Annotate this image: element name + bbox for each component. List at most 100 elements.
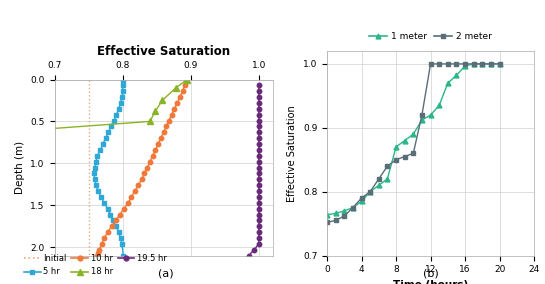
1 meter [384,177,391,181]
10 hr [152,148,159,152]
10 hr [98,242,105,246]
1 meter [341,209,348,212]
5 hr [93,160,99,163]
5 hr [97,148,104,152]
Line: 19.5 hr: 19.5 hr [246,83,261,258]
1 meter [401,139,408,142]
5 hr [92,166,98,169]
19.5 hr [256,137,262,140]
Line: 5 hr: 5 hr [92,77,125,258]
19.5 hr [256,107,262,110]
18 hr [184,78,191,81]
2 meter [384,164,391,168]
19.5 hr [256,219,262,222]
Title: Effective Saturation: Effective Saturation [97,45,230,58]
19.5 hr [256,148,262,152]
5 hr [91,172,98,175]
2 meter [324,221,330,224]
2 meter [358,196,365,200]
10 hr [181,84,188,87]
1 meter [376,184,382,187]
Line: 18 hr: 18 hr [0,77,190,135]
10 hr [160,131,167,134]
19.5 hr [256,242,262,246]
18 hr [147,120,153,123]
Legend: Initial, 5 hr, 10 hr, 18 hr, 19.5 hr: Initial, 5 hr, 10 hr, 18 hr, 19.5 hr [21,251,170,280]
2 meter [496,62,503,66]
1 meter [479,62,486,66]
5 hr [110,219,117,222]
2 meter [488,62,494,66]
19.5 hr [256,201,262,204]
1 meter [332,212,339,215]
Y-axis label: Effective Saturation: Effective Saturation [287,105,298,202]
Text: (b): (b) [423,268,438,278]
Line: 10 hr: 10 hr [95,77,188,258]
2 meter [332,219,339,222]
10 hr [95,251,101,255]
5 hr [95,189,101,193]
10 hr [128,195,135,199]
19.5 hr [256,207,262,210]
10 hr [168,113,175,116]
19.5 hr [251,248,257,251]
18 hr [0,131,3,134]
19.5 hr [256,230,262,234]
5 hr [105,207,111,210]
10 hr [113,219,119,222]
19.5 hr [256,89,262,93]
1 meter [419,118,425,122]
1 meter [410,132,416,136]
10 hr [163,125,169,128]
5 hr [108,125,114,128]
5 hr [92,178,98,181]
19.5 hr [256,154,262,158]
10 hr [155,142,161,146]
5 hr [101,201,107,204]
19.5 hr [256,236,262,240]
Line: 2 meter: 2 meter [325,61,502,225]
10 hr [125,201,131,204]
1 meter [453,74,460,77]
5 hr [93,183,99,187]
2 meter [427,62,434,66]
10 hr [174,101,180,105]
19.5 hr [256,195,262,199]
19.5 hr [256,178,262,181]
10 hr [141,172,148,175]
2 meter [410,152,416,155]
Text: (a): (a) [159,268,174,278]
19.5 hr [256,213,262,216]
2 meter [436,62,443,66]
Y-axis label: Depth (m): Depth (m) [15,141,25,194]
5 hr [102,137,109,140]
1 meter [488,62,494,66]
5 hr [119,89,126,93]
19.5 hr [256,172,262,175]
2 meter [445,62,451,66]
10 hr [96,248,103,251]
1 meter [470,62,477,66]
5 hr [119,78,126,81]
18 hr [173,86,179,90]
10 hr [121,207,128,210]
5 hr [105,131,112,134]
1 meter [445,81,451,85]
10 hr [94,254,101,257]
10 hr [183,78,189,81]
1 meter [427,113,434,117]
19.5 hr [256,101,262,105]
5 hr [116,107,122,110]
10 hr [171,107,178,110]
Legend: 1 meter, 2 meter: 1 meter, 2 meter [366,28,495,45]
18 hr [159,99,166,102]
18 hr [152,110,159,113]
5 hr [116,230,122,234]
19.5 hr [245,254,252,257]
19.5 hr [256,131,262,134]
19.5 hr [256,160,262,163]
1 meter [367,190,373,193]
X-axis label: Time (hours): Time (hours) [393,280,468,284]
19.5 hr [256,183,262,187]
19.5 hr [256,125,262,128]
